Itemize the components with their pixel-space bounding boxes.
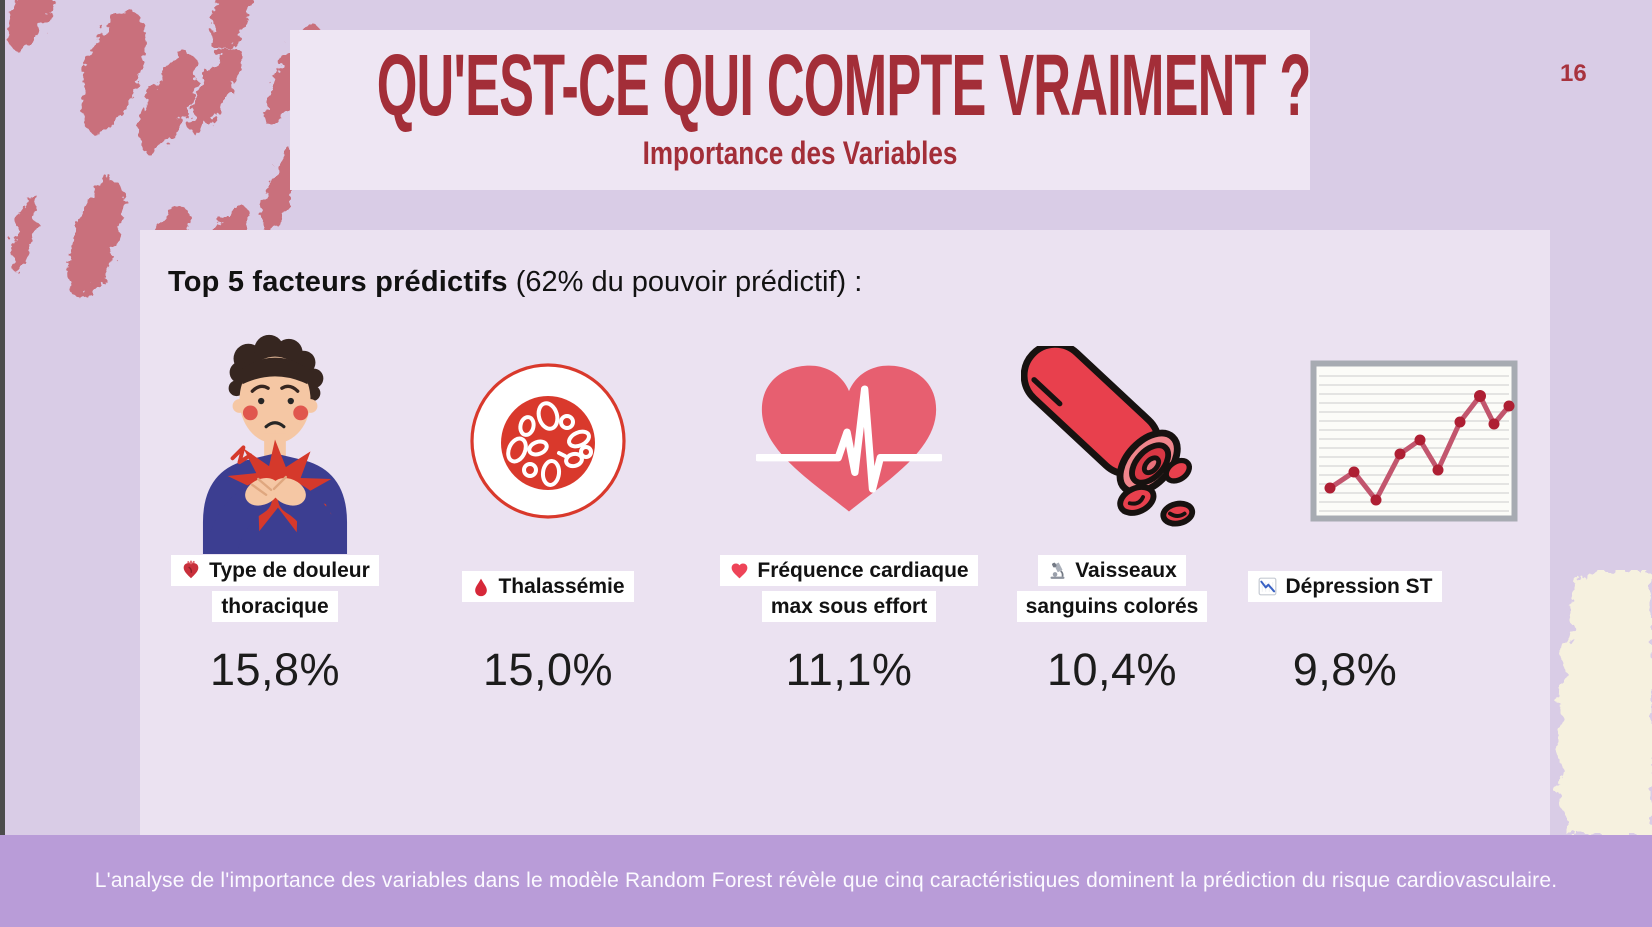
content-card: Top 5 facteurs prédictifs (62% du pouvoi… [140,230,1550,835]
heart-ecg-illustration [756,330,942,552]
slide-subtitle: Importance des Variables [642,136,958,172]
factor-column-st-depression: Dépression ST 9,8% [1220,330,1518,696]
blood-drop-icon [471,575,491,607]
chart-decreasing-icon [1257,575,1278,607]
cream-texture-decoration [1556,570,1652,835]
chip-area: Dépression ST [1248,552,1442,626]
slide-title: QU'EST-CE QUI COMPTE VRAIMENT ? [376,37,1312,135]
factor-label-chip: Type de douleur thoracique [166,555,384,623]
factor-column-chest-pain: Type de douleur thoracique 15,8% [160,330,390,696]
factor-label-chip: Dépression ST [1248,571,1442,607]
blood-vessel-illustration [1021,330,1203,552]
factor-value: 11,1% [785,644,913,695]
heading-rest: (62% du pouvoir prédictif) : [507,266,863,298]
chip-area: Fréquence cardiaque max sous effort [715,552,983,626]
factor-label: Vaisseaux sanguins colorés [1025,559,1199,618]
footer-caption: L'analyse de l'importance des variables … [94,869,1558,892]
factor-column-heart-rate: Fréquence cardiaque max sous effort 11,1… [700,330,998,696]
screen-edge-strip [0,0,5,835]
factor-label: Fréquence cardiaque max sous effort [757,559,969,618]
page-number: 16 [1560,60,1587,87]
section-heading: Top 5 facteurs prédictifs (62% du pouvoi… [168,266,862,299]
factor-value: 15,0% [482,644,614,695]
heading-bold: Top 5 facteurs prédictifs [168,266,508,298]
factor-label-chip: Fréquence cardiaque max sous effort [715,555,983,623]
factor-label: Thalassémie [498,575,625,599]
chip-area: Thalassémie [462,552,634,626]
person-chest-pain-illustration [190,330,360,554]
factor-value: 10,4% [1046,644,1178,695]
footer-bar: L'analyse de l'importance des variables … [0,835,1652,927]
header-box: QU'EST-CE QUI COMPTE VRAIMENT ? Importan… [290,30,1311,190]
factor-column-blood-vessels: Vaisseaux sanguins colorés 10,4% [982,330,1242,696]
factor-label: Type de douleur thoracique [209,559,370,618]
red-blood-cells-illustration [467,330,629,552]
factor-column-thalassemia: Thalassémie 15,0% [438,330,658,696]
factor-label-chip: Thalassémie [462,571,634,607]
chip-area: Vaisseaux sanguins colorés [1010,552,1215,626]
factor-label: Dépression ST [1285,575,1433,599]
anatomical-heart-icon [180,559,202,591]
line-chart-illustration [1241,330,1518,552]
microscope-icon [1047,559,1068,591]
factor-value: 9,8% [1292,644,1398,695]
heart-icon [729,559,750,591]
chip-area: Type de douleur thoracique [166,552,384,626]
factor-value: 15,8% [209,644,341,695]
factor-label-chip: Vaisseaux sanguins colorés [1010,555,1215,623]
